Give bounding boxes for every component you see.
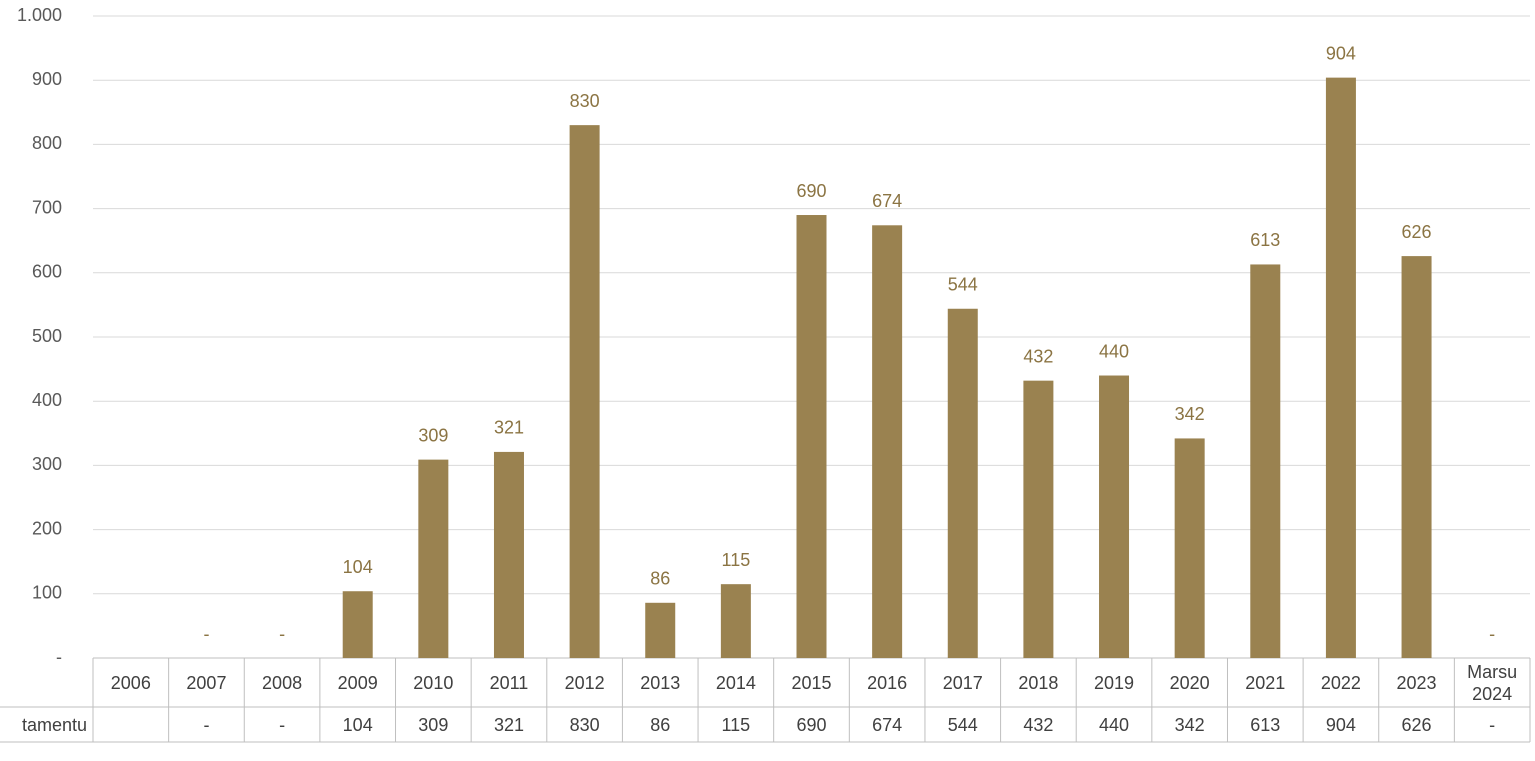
table-value: 104: [342, 714, 373, 735]
x-tick-label: 2007: [186, 672, 227, 693]
bar: [645, 602, 676, 658]
bar: [872, 225, 903, 659]
bar: [493, 451, 524, 658]
bar: [947, 308, 978, 658]
x-tick-label: 2017: [942, 672, 983, 693]
data-label: 432: [1023, 346, 1053, 366]
series-name: tamentu: [21, 714, 87, 735]
y-tick-label: 1.000: [17, 5, 62, 25]
x-tick-label: 2018: [1018, 672, 1059, 693]
table-value: 309: [418, 714, 449, 735]
table-value: -: [1489, 714, 1496, 735]
data-label: 544: [948, 275, 978, 295]
data-label: 342: [1175, 404, 1205, 424]
bar: [342, 591, 373, 658]
x-tick-label: 2022: [1320, 672, 1361, 693]
x-tick-label: 2008: [262, 672, 303, 693]
bar: [796, 215, 827, 658]
y-tick-label: 200: [32, 518, 62, 538]
bar: [1023, 380, 1054, 658]
x-tick-label: 2021: [1245, 672, 1286, 693]
y-tick-label: 600: [32, 262, 62, 282]
x-tick-label: 2009: [337, 672, 378, 693]
data-label: 321: [494, 418, 524, 438]
data-label: 86: [650, 569, 670, 589]
bar: [1250, 264, 1281, 658]
x-tick-label: 2016: [867, 672, 908, 693]
table-value: 86: [650, 714, 671, 735]
table-value: 904: [1325, 714, 1356, 735]
x-tick-label: 2010: [413, 672, 454, 693]
table-value: 440: [1098, 714, 1130, 735]
table-value: 342: [1174, 714, 1205, 735]
data-label: 440: [1099, 341, 1129, 361]
y-tick-label: 800: [32, 133, 62, 153]
table-value: 626: [1401, 714, 1432, 735]
bar: [1325, 77, 1356, 658]
data-label: -: [203, 624, 209, 644]
data-label: 309: [418, 425, 448, 445]
y-tick-label: 500: [32, 326, 62, 346]
x-tick-label: 2015: [791, 672, 832, 693]
y-tick-label: 400: [32, 390, 62, 410]
x-tick-label: 2014: [715, 672, 756, 693]
y-tick-label: 300: [32, 454, 62, 474]
table-value: 613: [1250, 714, 1281, 735]
table-value: 544: [947, 714, 978, 735]
bar: [418, 459, 449, 658]
data-label: 104: [343, 557, 373, 577]
table-value: 674: [872, 714, 903, 735]
table-value: 830: [569, 714, 600, 735]
data-label: -: [1489, 624, 1495, 644]
data-label: 613: [1250, 230, 1280, 250]
bar: [569, 125, 600, 658]
bar: [1174, 438, 1205, 658]
table-value: 115: [721, 714, 751, 735]
y-tick-label: 100: [32, 583, 62, 603]
x-tick-label: 2013: [640, 672, 681, 693]
bar: [1401, 256, 1432, 658]
data-label: 904: [1326, 43, 1356, 63]
table-value: 690: [796, 714, 827, 735]
y-tick-label: 900: [32, 69, 62, 89]
bar: [720, 584, 751, 658]
table-value: 432: [1023, 714, 1054, 735]
data-label: 830: [570, 91, 600, 111]
table-value: -: [203, 714, 210, 735]
data-label: 690: [796, 181, 826, 201]
x-tick-label: 2006: [110, 672, 151, 693]
x-tick-label: 2023: [1396, 672, 1437, 693]
x-tick-label: 2011: [489, 672, 529, 693]
y-tick-label: -: [56, 647, 62, 667]
data-label: -: [279, 624, 285, 644]
table-value: 321: [493, 714, 524, 735]
x-tick-label: Marsu 2024: [1467, 661, 1518, 704]
bar: [1099, 375, 1130, 658]
y-tick-label: 700: [32, 197, 62, 217]
x-tick-label: 2012: [564, 672, 605, 693]
table-value: -: [279, 714, 286, 735]
x-tick-label: 2020: [1169, 672, 1210, 693]
data-label: 626: [1402, 222, 1432, 242]
x-tick-label: 2019: [1093, 672, 1135, 693]
data-label: 115: [722, 550, 751, 570]
data-label: 674: [872, 191, 902, 211]
